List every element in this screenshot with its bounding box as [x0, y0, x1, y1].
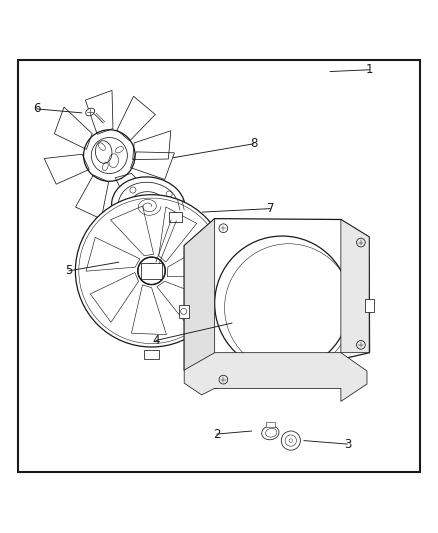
- FancyBboxPatch shape: [266, 422, 275, 426]
- Text: 2: 2: [213, 427, 221, 441]
- Ellipse shape: [86, 108, 95, 116]
- FancyBboxPatch shape: [179, 305, 188, 318]
- FancyBboxPatch shape: [177, 210, 187, 220]
- Circle shape: [75, 195, 228, 347]
- Circle shape: [215, 236, 350, 371]
- Text: 8: 8: [250, 138, 258, 150]
- FancyBboxPatch shape: [365, 299, 374, 312]
- Polygon shape: [341, 220, 369, 353]
- Ellipse shape: [261, 426, 279, 440]
- Text: 6: 6: [33, 102, 41, 116]
- FancyBboxPatch shape: [144, 351, 159, 359]
- Circle shape: [138, 257, 165, 285]
- Circle shape: [281, 431, 300, 450]
- Text: 3: 3: [344, 438, 351, 450]
- Polygon shape: [184, 219, 215, 389]
- Text: 5: 5: [65, 264, 73, 277]
- Polygon shape: [184, 219, 370, 389]
- Polygon shape: [184, 353, 367, 401]
- Ellipse shape: [112, 177, 185, 236]
- FancyBboxPatch shape: [170, 212, 182, 222]
- FancyBboxPatch shape: [226, 265, 234, 277]
- Text: 4: 4: [152, 334, 159, 347]
- Text: 7: 7: [267, 202, 274, 215]
- FancyBboxPatch shape: [141, 263, 162, 279]
- Text: 1: 1: [365, 63, 373, 76]
